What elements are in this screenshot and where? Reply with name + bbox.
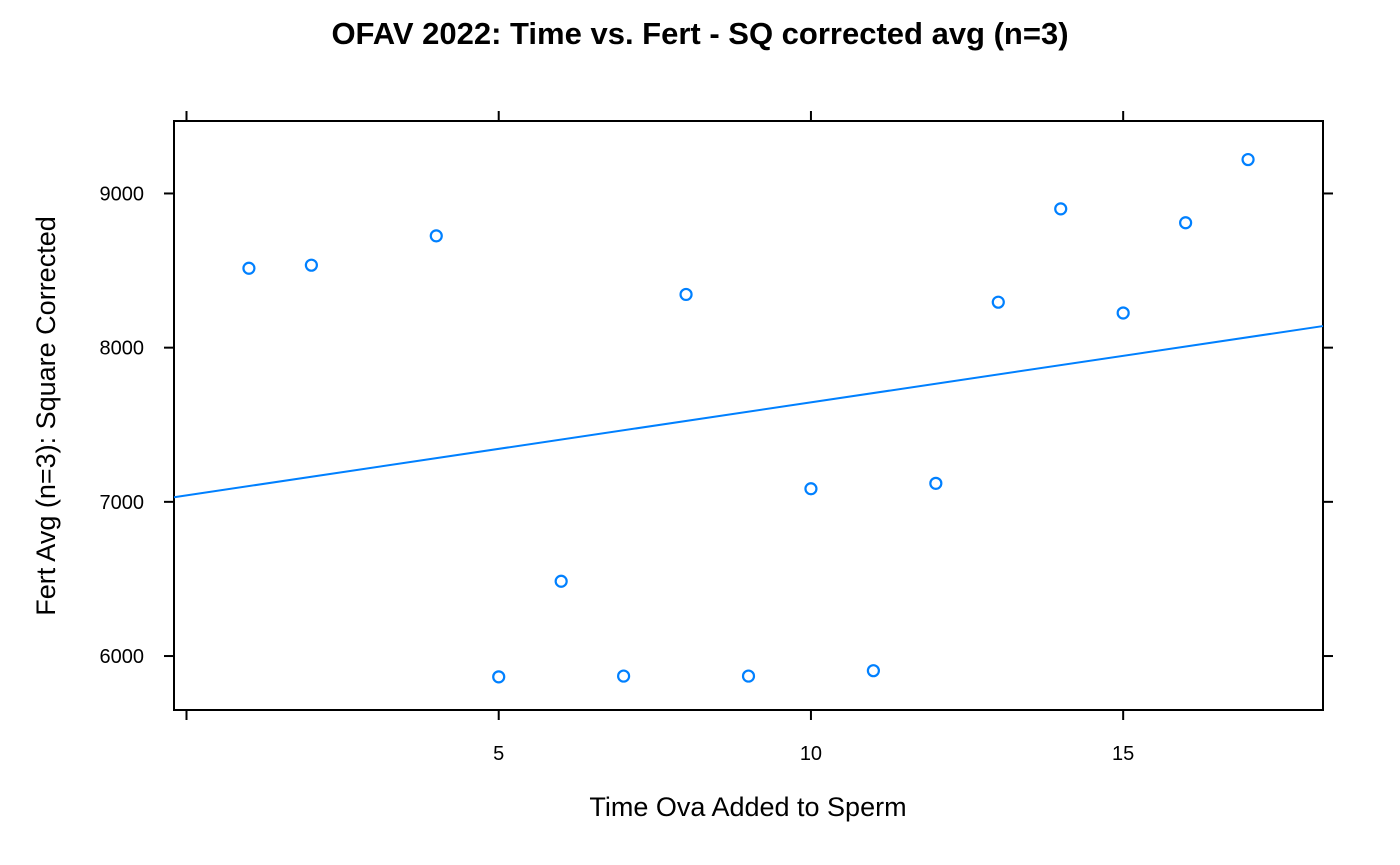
axis-ticks (164, 111, 1333, 720)
data-point (1179, 216, 1193, 230)
data-point (492, 670, 506, 684)
data-points (242, 152, 1255, 684)
data-point (1241, 152, 1255, 167)
data-point (1116, 306, 1130, 320)
axis-tick-labels: 5 10 15 6000 7000 8000 9000 (100, 183, 1135, 765)
data-point (991, 295, 1005, 309)
regression-line (173, 325, 1324, 499)
x-tick-label: 5 (493, 743, 504, 765)
data-point (929, 476, 943, 490)
chart-title: OFAV 2022: Time vs. Fert - SQ corrected … (331, 16, 1068, 51)
data-point (866, 664, 880, 678)
data-point (554, 574, 568, 588)
x-axis-label: Time Ova Added to Sperm (589, 792, 906, 822)
x-tick-label: 15 (1112, 743, 1134, 765)
data-point (804, 482, 818, 496)
data-point (741, 669, 756, 683)
y-tick-label: 9000 (100, 183, 145, 205)
x-tick-label: 10 (800, 743, 822, 765)
y-tick-label: 7000 (100, 492, 145, 514)
regression-layer (173, 325, 1324, 499)
plot-frame (173, 120, 1324, 711)
y-tick-label: 6000 (100, 646, 145, 668)
data-point (1054, 202, 1068, 216)
data-point (429, 229, 443, 243)
data-point (304, 258, 318, 272)
y-axis-label: Fert Avg (n=3): Square Corrected (31, 216, 61, 615)
data-point (617, 669, 631, 683)
y-tick-label: 8000 (100, 338, 145, 360)
data-point (242, 261, 256, 275)
data-point (679, 287, 693, 302)
